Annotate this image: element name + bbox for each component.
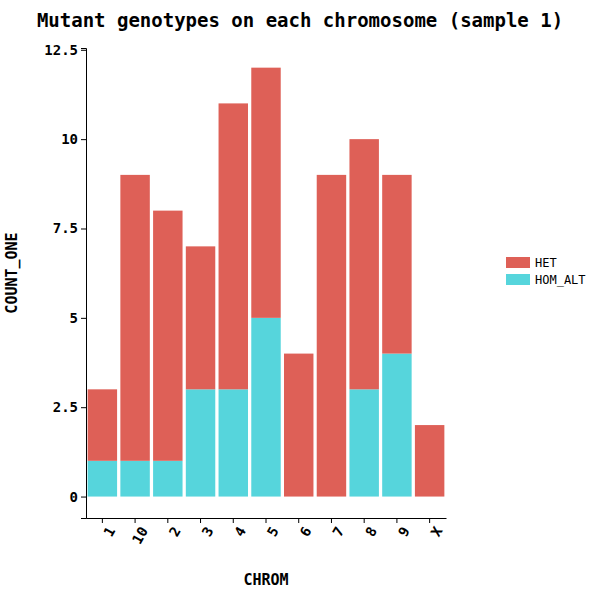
- x-tick-label: 1: [100, 524, 118, 539]
- legend-swatch: [506, 257, 530, 268]
- plot-area: 02.557.51012.511023456789X: [44, 42, 446, 547]
- bar: [186, 246, 215, 389]
- x-tick: 9: [395, 518, 413, 539]
- x-tick: 3: [198, 518, 216, 539]
- bar: [219, 389, 248, 496]
- x-tick-mark: [429, 518, 430, 523]
- bar: [251, 318, 280, 497]
- y-tick-label: 2.5: [53, 399, 78, 415]
- x-axis-title: CHROM: [243, 571, 288, 589]
- bar: [382, 354, 411, 497]
- y-tick: 7.5: [53, 220, 86, 236]
- x-tick-label: 9: [395, 524, 413, 539]
- y-tick-label: 7.5: [53, 220, 78, 236]
- x-tick-mark: [200, 518, 201, 523]
- y-tick: 5: [70, 310, 86, 326]
- y-axis-title: COUNT_ONE: [3, 232, 21, 313]
- bar: [153, 211, 182, 461]
- x-tick: 8: [362, 518, 380, 539]
- x-tick: 1: [100, 518, 118, 539]
- y-tick-mark: [81, 318, 86, 319]
- bar: [317, 175, 346, 497]
- x-tick-mark: [364, 518, 365, 523]
- y-tick: 0: [70, 489, 86, 505]
- x-tick-mark: [233, 518, 234, 523]
- legend-entry: HOM_ALT: [506, 273, 586, 287]
- legend: HET HOM_ALT: [506, 256, 586, 287]
- bar: [88, 389, 117, 460]
- y-tick-label: 12.5: [44, 42, 78, 58]
- bar: [120, 175, 149, 461]
- bar: [382, 175, 411, 354]
- y-tick-label: 0: [70, 489, 78, 505]
- bar: [415, 425, 444, 496]
- y-tick: 10: [61, 131, 86, 147]
- bar: [284, 354, 313, 497]
- x-tick: X: [427, 518, 445, 539]
- x-tick-label: 2: [166, 524, 184, 539]
- x-axis: 1 10 23456789X: [87, 518, 447, 547]
- y-tick-label: 10: [61, 131, 78, 147]
- bars: [88, 68, 445, 497]
- legend-label: HET: [535, 256, 557, 270]
- bar: [349, 139, 378, 389]
- bar: [153, 461, 182, 497]
- x-tick: 6: [297, 518, 315, 539]
- y-tick-mark: [81, 139, 86, 140]
- y-tick-mark: [81, 228, 86, 229]
- y-axis: 0 2.5 5 7.5 10 12.5: [44, 42, 86, 519]
- y-tick-mark: [81, 407, 86, 408]
- x-tick: 10: [129, 518, 151, 547]
- bar: [186, 389, 215, 496]
- y-tick-label: 5: [70, 310, 78, 326]
- x-tick-mark: [135, 518, 136, 523]
- x-tick-label: 8: [362, 524, 380, 539]
- y-tick-mark: [81, 497, 86, 498]
- y-tick: 12.5: [44, 42, 86, 58]
- x-tick-label: 3: [198, 524, 216, 539]
- title: Mutant genotypes on each chromosome (sam…: [37, 9, 563, 31]
- x-tick-mark: [298, 518, 299, 523]
- x-tick-label: X: [427, 524, 445, 540]
- bar: [88, 461, 117, 497]
- x-tick-mark: [331, 518, 332, 523]
- legend-swatch: [506, 274, 530, 285]
- bar: [251, 68, 280, 318]
- y-tick-mark: [81, 50, 86, 51]
- x-tick-mark: [167, 518, 168, 523]
- x-tick-mark: [396, 518, 397, 523]
- x-tick-mark: [102, 518, 103, 523]
- x-tick: 5: [264, 518, 282, 539]
- y-axis-line: [81, 49, 87, 519]
- x-tick-mark: [266, 518, 267, 523]
- bar: [219, 103, 248, 389]
- x-tick: 7: [329, 518, 347, 539]
- legend-entry: HET: [506, 256, 557, 270]
- legend-label: HOM_ALT: [535, 273, 586, 287]
- chart: 02.557.51012.511023456789XMutant genotyp…: [0, 0, 600, 600]
- y-tick: 2.5: [53, 399, 86, 415]
- x-tick-label: 4: [231, 524, 249, 539]
- x-tick: 2: [166, 518, 184, 539]
- bar: [120, 461, 149, 497]
- x-tick-label: 10: [129, 524, 151, 547]
- bar: [349, 389, 378, 496]
- x-tick-label: 5: [264, 524, 282, 539]
- x-tick-label: 6: [297, 524, 315, 539]
- x-tick: 4: [231, 518, 249, 539]
- x-tick-label: 7: [329, 524, 347, 539]
